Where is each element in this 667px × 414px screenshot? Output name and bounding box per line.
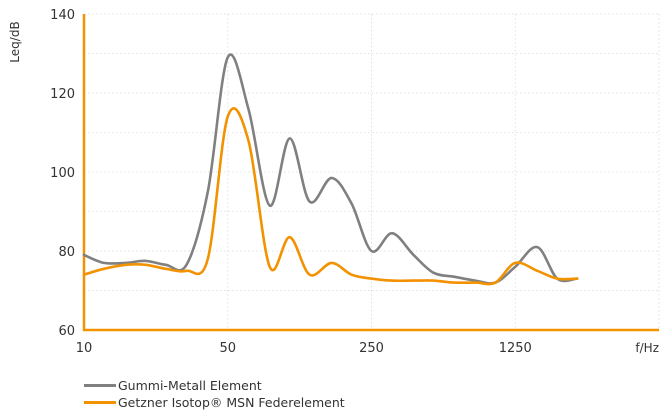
legend-item-1: Getzner Isotop® MSN Federelement xyxy=(84,394,345,411)
y-tick-label-120: 120 xyxy=(50,87,75,102)
legend: Gummi-Metall Element Getzner Isotop® MSN… xyxy=(84,377,345,411)
series-line-0 xyxy=(82,53,579,285)
grid xyxy=(83,13,660,330)
legend-item-0: Gummi-Metall Element xyxy=(84,377,345,394)
legend-swatch-1 xyxy=(84,401,116,404)
x-tick-label-50: 50 xyxy=(219,341,236,356)
x-tick-label-1250: 1250 xyxy=(499,341,532,356)
y-tick-label-100: 100 xyxy=(50,166,75,181)
axes xyxy=(82,14,659,332)
y-tick-label-140: 140 xyxy=(50,8,75,23)
series-line-1 xyxy=(82,107,579,286)
x-axis-label: f/Hz xyxy=(635,341,659,355)
y-tick-label-60: 60 xyxy=(58,324,75,339)
legend-label-1: Getzner Isotop® MSN Federelement xyxy=(118,395,345,410)
series-lines xyxy=(82,53,579,286)
legend-label-0: Gummi-Metall Element xyxy=(118,378,262,393)
y-axis-label: Leq/dB xyxy=(8,21,22,62)
y-tick-label-80: 80 xyxy=(58,245,75,260)
legend-swatch-0 xyxy=(84,384,116,387)
x-tick-label-10: 10 xyxy=(76,341,93,356)
x-tick-label-250: 250 xyxy=(359,341,384,356)
tick-labels: 60 80 100 120 140 10 50 250 1250 xyxy=(50,8,532,356)
